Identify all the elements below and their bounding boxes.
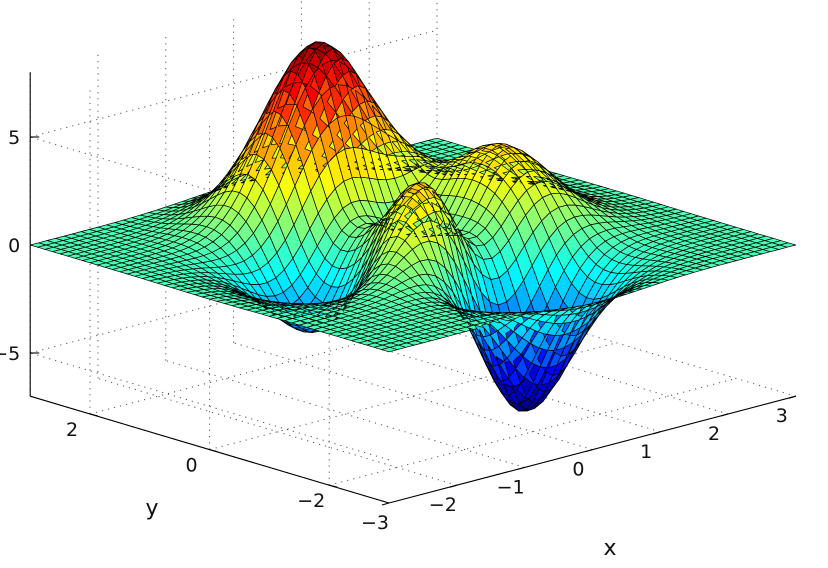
z-tick-label: 0 <box>8 235 20 257</box>
x-tick-mark <box>720 413 729 417</box>
x-tick-label: −3 <box>361 512 389 534</box>
grid-line <box>165 360 525 468</box>
x-tick-mark <box>449 484 457 488</box>
grid-line <box>301 324 661 433</box>
x-tick-mark <box>788 395 796 399</box>
z-tick-label: −5 <box>0 343 20 365</box>
grid-line <box>436 288 796 397</box>
y-tick-label: 0 <box>186 455 198 477</box>
y-tick-mark <box>89 413 99 417</box>
z-tick-label: 5 <box>8 127 20 149</box>
x-tick-mark <box>585 449 593 453</box>
x-tick-label: −1 <box>497 476 525 498</box>
x-tick-mark <box>381 502 390 506</box>
x-tick-mark <box>517 466 525 470</box>
y-tick-mark <box>209 449 218 453</box>
x-tick-label: 1 <box>640 441 652 463</box>
x-tick-label: 3 <box>776 405 788 427</box>
x-tick-label: −2 <box>429 494 457 516</box>
y-axis-label: y <box>145 496 158 521</box>
axes <box>29 72 796 506</box>
grid-line <box>97 377 457 486</box>
y-tick-label: 2 <box>66 419 78 441</box>
y-tick-mark <box>329 484 338 488</box>
x-tick-label: 2 <box>708 423 720 445</box>
y-tick-label: −2 <box>297 490 325 512</box>
surface-mesh <box>29 41 797 412</box>
grid-line <box>30 352 390 461</box>
grid-line <box>233 342 593 451</box>
x-axis-label: x <box>603 536 616 561</box>
x-tick-mark <box>653 431 661 435</box>
x-tick-label: 0 <box>572 459 584 481</box>
